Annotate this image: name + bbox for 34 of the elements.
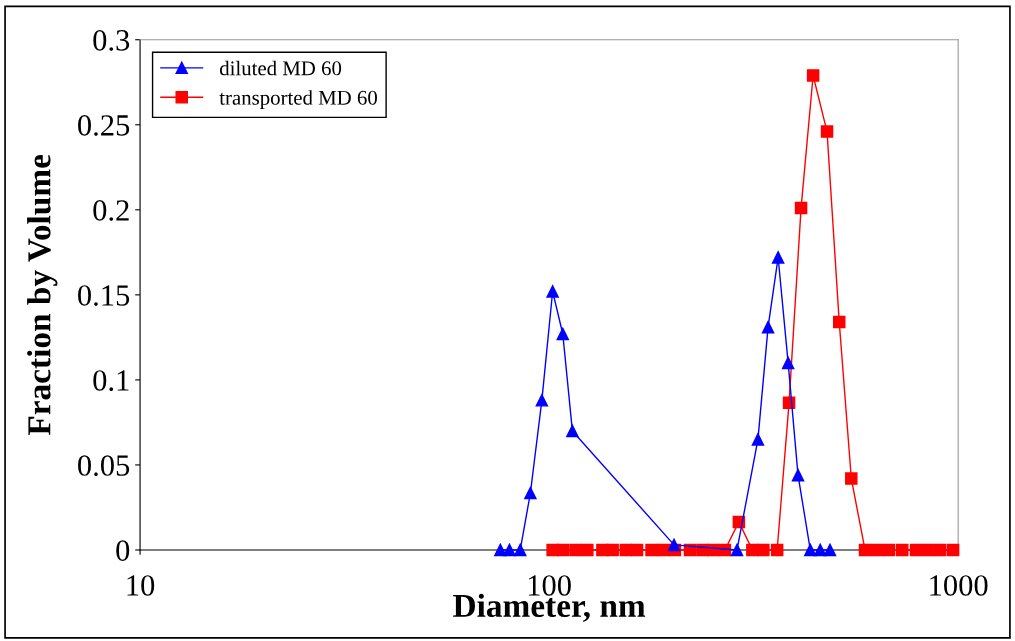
point (933, 543, 947, 557)
legend-label: transported MD 60 (219, 90, 377, 110)
point (770, 543, 784, 557)
point (832, 315, 846, 329)
y-tick-label: 0.15 (78, 285, 130, 306)
point (845, 472, 858, 485)
point (569, 543, 582, 557)
point (757, 543, 770, 557)
y-tick-label: 0.25 (78, 115, 130, 136)
point (870, 543, 884, 557)
point (645, 543, 658, 557)
point (909, 543, 923, 557)
point (581, 543, 594, 557)
point (896, 543, 909, 557)
point (556, 543, 570, 557)
point (820, 125, 834, 138)
y-tick-label: 0.2 (93, 200, 129, 221)
y-axis-title: Fraction by Volume (27, 154, 58, 436)
point (882, 543, 896, 557)
y-tick-label: 0.3 (93, 30, 130, 51)
point (806, 69, 820, 82)
x-tick-label: 1000 (930, 575, 988, 596)
point (606, 543, 619, 557)
point (656, 543, 670, 557)
point (794, 201, 808, 215)
x-tick-label: 10 (127, 575, 155, 596)
point (946, 543, 960, 557)
y-tick-label: 0.05 (78, 455, 130, 476)
legend-label: diluted MD 60 (219, 60, 342, 76)
y-tick-label: 0 (116, 540, 130, 561)
point (921, 543, 935, 557)
point (630, 543, 644, 557)
point (858, 543, 872, 557)
y-tick-label: 0.1 (93, 370, 129, 391)
